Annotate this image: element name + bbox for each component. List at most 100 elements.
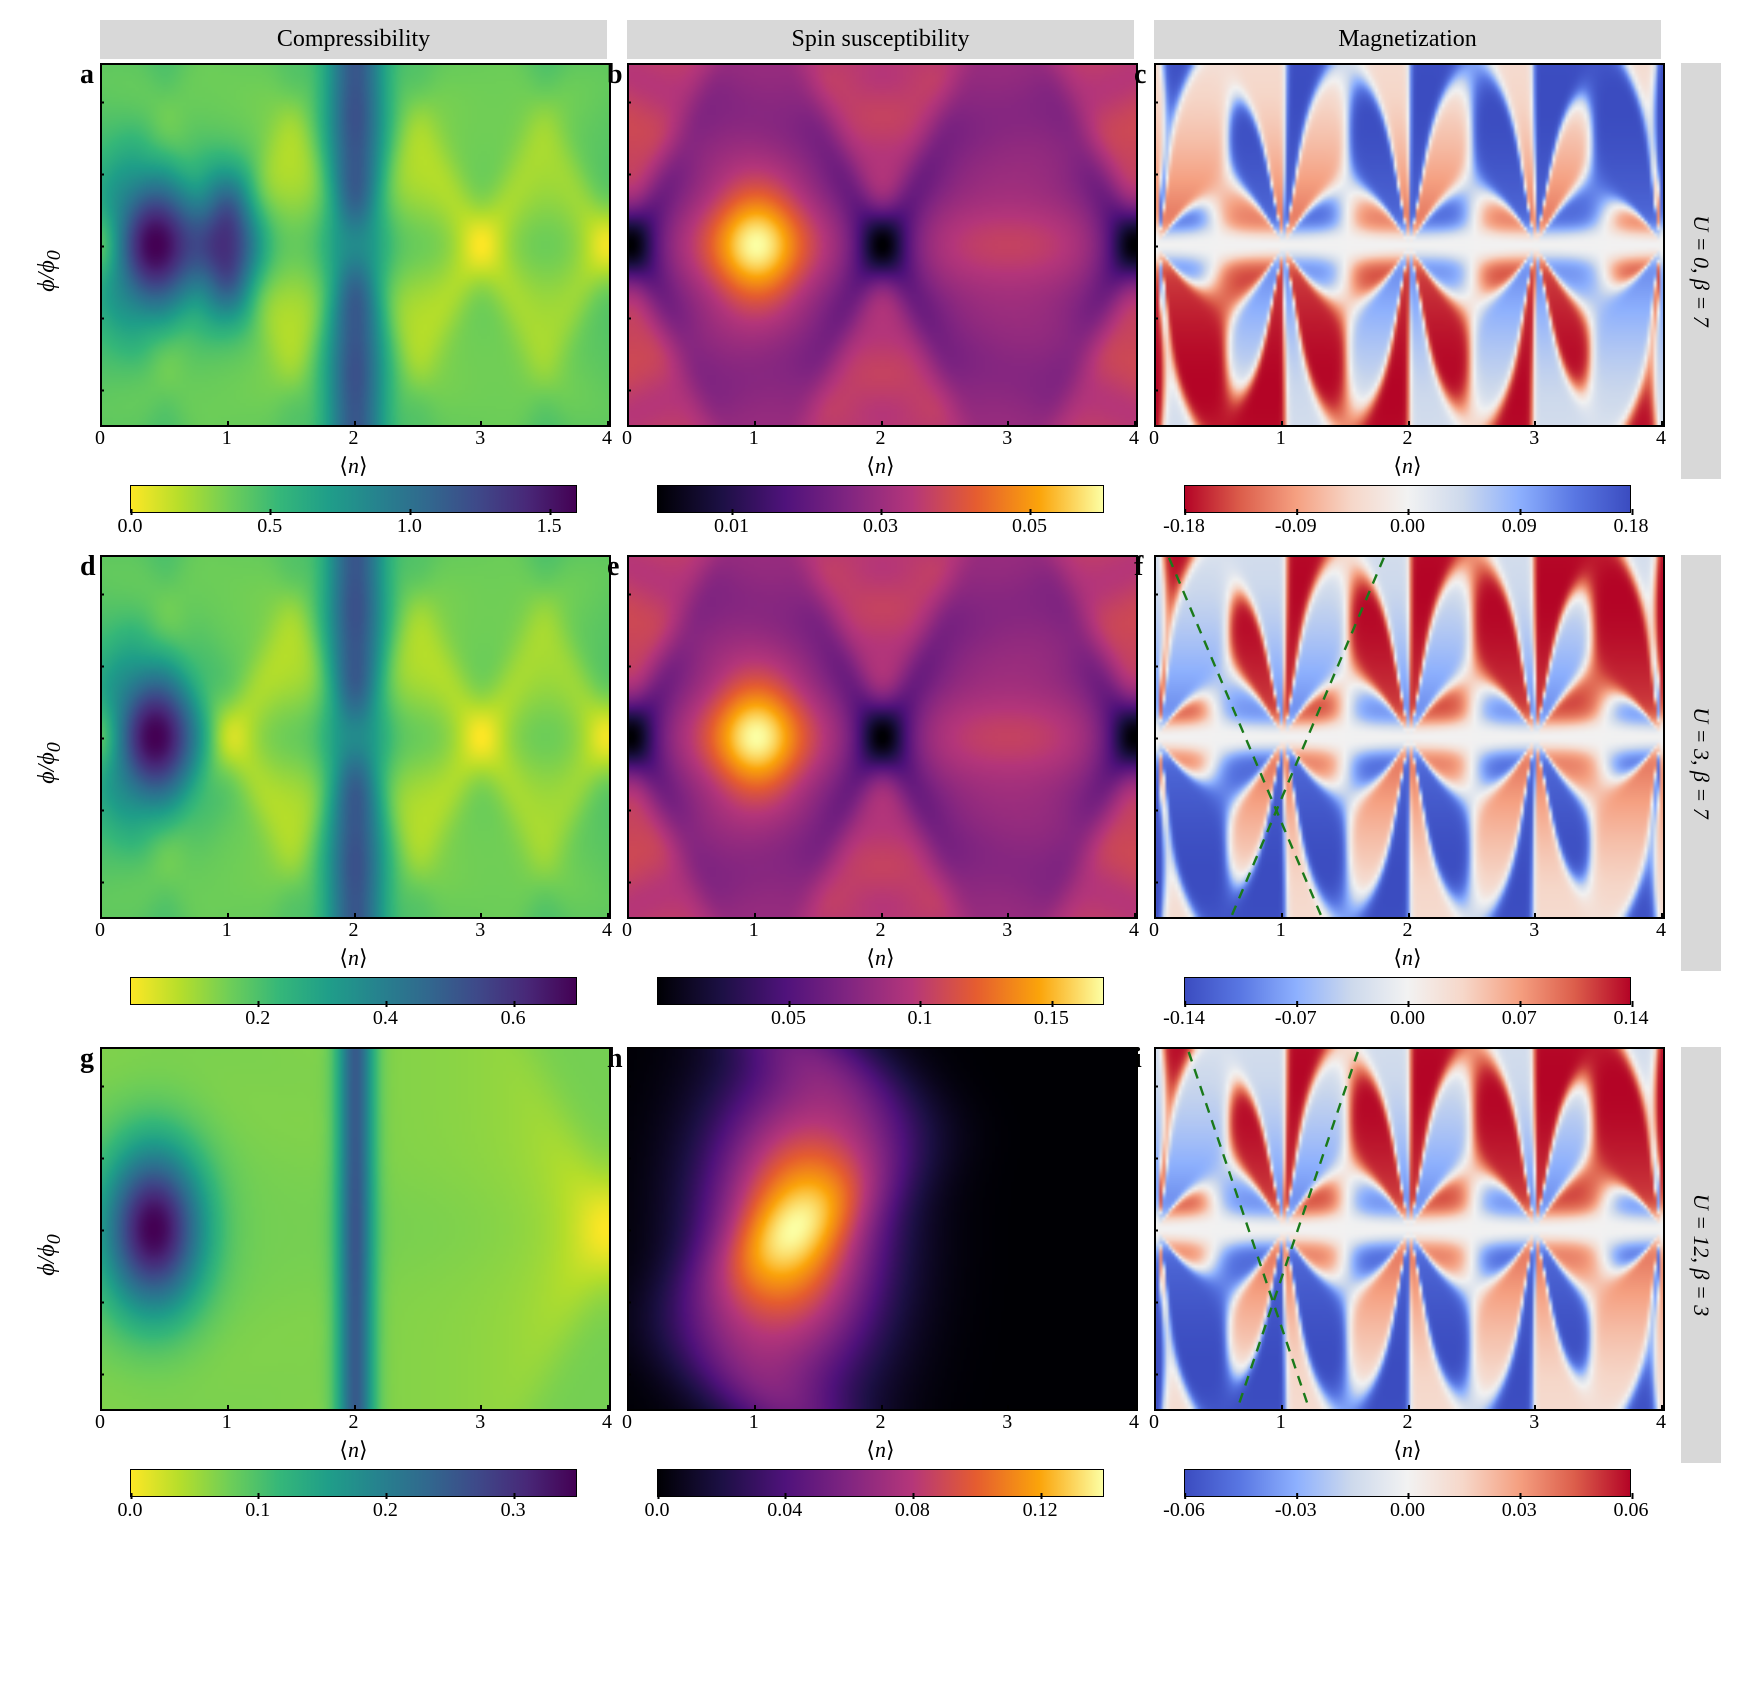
heatmap-d: -0.4-0.20.00.20.4 <box>100 555 611 919</box>
panel-f: f-0.4-0.20.00.20.401234⟨n⟩ <box>1154 555 1661 971</box>
panel-letter: i <box>1134 1043 1142 1075</box>
colorbar-tick: 0.3 <box>501 1499 526 1522</box>
x-axis-label: ⟨n⟩ <box>100 1437 607 1463</box>
x-tick: 2 <box>1403 919 1413 942</box>
figure-root: Compressibility Spin susceptibility Magn… <box>20 20 1721 1523</box>
colorbar-tick: 0.08 <box>895 1499 930 1522</box>
x-tick: 0 <box>1149 1411 1159 1434</box>
colorbar-e <box>657 977 1104 1005</box>
x-axis-label: ⟨n⟩ <box>1154 453 1661 479</box>
x-tick: 1 <box>222 427 232 450</box>
colorbar-tick: 0.2 <box>373 1499 398 1522</box>
x-tick: 0 <box>95 919 105 942</box>
x-tick: 4 <box>1656 919 1666 942</box>
colorbar-tick: 0.1 <box>245 1499 270 1522</box>
colorbar-tick: 0.04 <box>767 1499 802 1522</box>
x-tick: 4 <box>1656 427 1666 450</box>
x-tick: 1 <box>222 1411 232 1434</box>
colorbar-tick: 0.4 <box>373 1007 398 1030</box>
colorbar-tick: 0.09 <box>1502 515 1537 538</box>
x-tick: 2 <box>876 1411 886 1434</box>
x-tick: 0 <box>1149 919 1159 942</box>
x-tick: 4 <box>1656 1411 1666 1434</box>
x-tick: 4 <box>1129 1411 1139 1434</box>
colorbar-row-1: 0.20.40.60.050.10.15-0.14-0.070.000.070.… <box>20 977 1721 1031</box>
x-axis-label: ⟨n⟩ <box>100 453 607 479</box>
x-tick: 1 <box>749 427 759 450</box>
x-tick: 3 <box>475 919 485 942</box>
heatmap-f: -0.4-0.20.00.20.4 <box>1154 555 1665 919</box>
x-tick: 0 <box>1149 427 1159 450</box>
panel-letter: b <box>607 59 623 91</box>
x-tick: 1 <box>1276 1411 1286 1434</box>
panel-row-2: ϕ/ϕ0g-0.4-0.20.00.20.401234⟨n⟩h-0.4-0.20… <box>20 1047 1721 1463</box>
x-tick: 3 <box>1002 919 1012 942</box>
row-label: U = 0, β = 7 <box>1688 215 1714 327</box>
colorbar-tick: 0.0 <box>118 515 143 538</box>
panel-letter: a <box>80 59 94 91</box>
colorbar-tick: -0.09 <box>1275 515 1317 538</box>
heatmap-e: -0.4-0.20.00.20.4 <box>627 555 1138 919</box>
colorbar-tick: -0.03 <box>1275 1499 1317 1522</box>
x-tick: 3 <box>1002 1411 1012 1434</box>
x-tick: 2 <box>349 427 359 450</box>
x-tick: 4 <box>602 919 612 942</box>
colorbar-a <box>130 485 577 513</box>
y-axis-label: ϕ/ϕ0 <box>34 250 66 292</box>
panel-letter: d <box>80 551 96 583</box>
x-tick: 0 <box>622 919 632 942</box>
colorbar-tick: 0.2 <box>245 1007 270 1030</box>
colorbar-tick: 0.05 <box>771 1007 806 1030</box>
colorbar-tick: 0.05 <box>1012 515 1047 538</box>
colorbar-tick: 0.01 <box>714 515 749 538</box>
x-tick: 4 <box>602 1411 612 1434</box>
x-tick: 1 <box>749 1411 759 1434</box>
heatmap-a: -0.4-0.20.00.20.4 <box>100 63 611 427</box>
colorbar-tick: 1.0 <box>397 515 422 538</box>
panel-d: d-0.4-0.20.00.20.401234⟨n⟩ <box>100 555 607 971</box>
x-tick: 4 <box>1129 427 1139 450</box>
panel-g: g-0.4-0.20.00.20.401234⟨n⟩ <box>100 1047 607 1463</box>
x-axis-label: ⟨n⟩ <box>627 1437 1134 1463</box>
colorbar-tick: 1.5 <box>537 515 562 538</box>
x-tick: 2 <box>349 1411 359 1434</box>
x-tick: 2 <box>1403 427 1413 450</box>
x-tick: 2 <box>349 919 359 942</box>
colorbar-tick: 0.6 <box>501 1007 526 1030</box>
colorbar-tick: 0.14 <box>1614 1007 1649 1030</box>
x-tick: 1 <box>222 919 232 942</box>
row-label: U = 3, β = 7 <box>1688 707 1714 819</box>
colorbar-tick: 0.00 <box>1390 1499 1425 1522</box>
panel-i: i-0.4-0.20.00.20.401234⟨n⟩ <box>1154 1047 1661 1463</box>
x-tick: 3 <box>475 1411 485 1434</box>
colorbar-tick: 0.07 <box>1502 1007 1537 1030</box>
x-tick: 3 <box>1002 427 1012 450</box>
colorbar-tick: 0.12 <box>1023 1499 1058 1522</box>
x-tick: 1 <box>1276 427 1286 450</box>
x-axis-label: ⟨n⟩ <box>627 453 1134 479</box>
x-tick: 3 <box>1529 427 1539 450</box>
panel-c: c-0.4-0.20.00.20.401234⟨n⟩ <box>1154 63 1661 479</box>
colorbar-row-0: 0.00.51.01.50.010.030.05-0.18-0.090.000.… <box>20 485 1721 539</box>
panel-row-1: ϕ/ϕ0d-0.4-0.20.00.20.401234⟨n⟩e-0.4-0.20… <box>20 555 1721 971</box>
colorbar-tick: 0.03 <box>1502 1499 1537 1522</box>
heatmap-b: -0.4-0.20.00.20.4 <box>627 63 1138 427</box>
col-header-magnetization: Magnetization <box>1154 20 1661 59</box>
x-tick: 0 <box>95 1411 105 1434</box>
x-tick: 3 <box>475 427 485 450</box>
x-tick: 4 <box>1129 919 1139 942</box>
x-axis-label: ⟨n⟩ <box>1154 945 1661 971</box>
panel-row-0: ϕ/ϕ0a-0.4-0.20.00.20.401234⟨n⟩b-0.4-0.20… <box>20 63 1721 479</box>
col-header-compressibility: Compressibility <box>100 20 607 59</box>
panel-letter: f <box>1134 551 1143 583</box>
panel-a: a-0.4-0.20.00.20.401234⟨n⟩ <box>100 63 607 479</box>
x-tick: 1 <box>749 919 759 942</box>
panel-h: h-0.4-0.20.00.20.401234⟨n⟩ <box>627 1047 1134 1463</box>
colorbar-tick: 0.00 <box>1390 515 1425 538</box>
x-tick: 2 <box>876 427 886 450</box>
col-header-spin-susceptibility: Spin susceptibility <box>627 20 1134 59</box>
heatmap-i: -0.4-0.20.00.20.4 <box>1154 1047 1665 1411</box>
heatmap-g: -0.4-0.20.00.20.4 <box>100 1047 611 1411</box>
heatmap-c: -0.4-0.20.00.20.4 <box>1154 63 1665 427</box>
colorbar-tick: 0.0 <box>118 1499 143 1522</box>
